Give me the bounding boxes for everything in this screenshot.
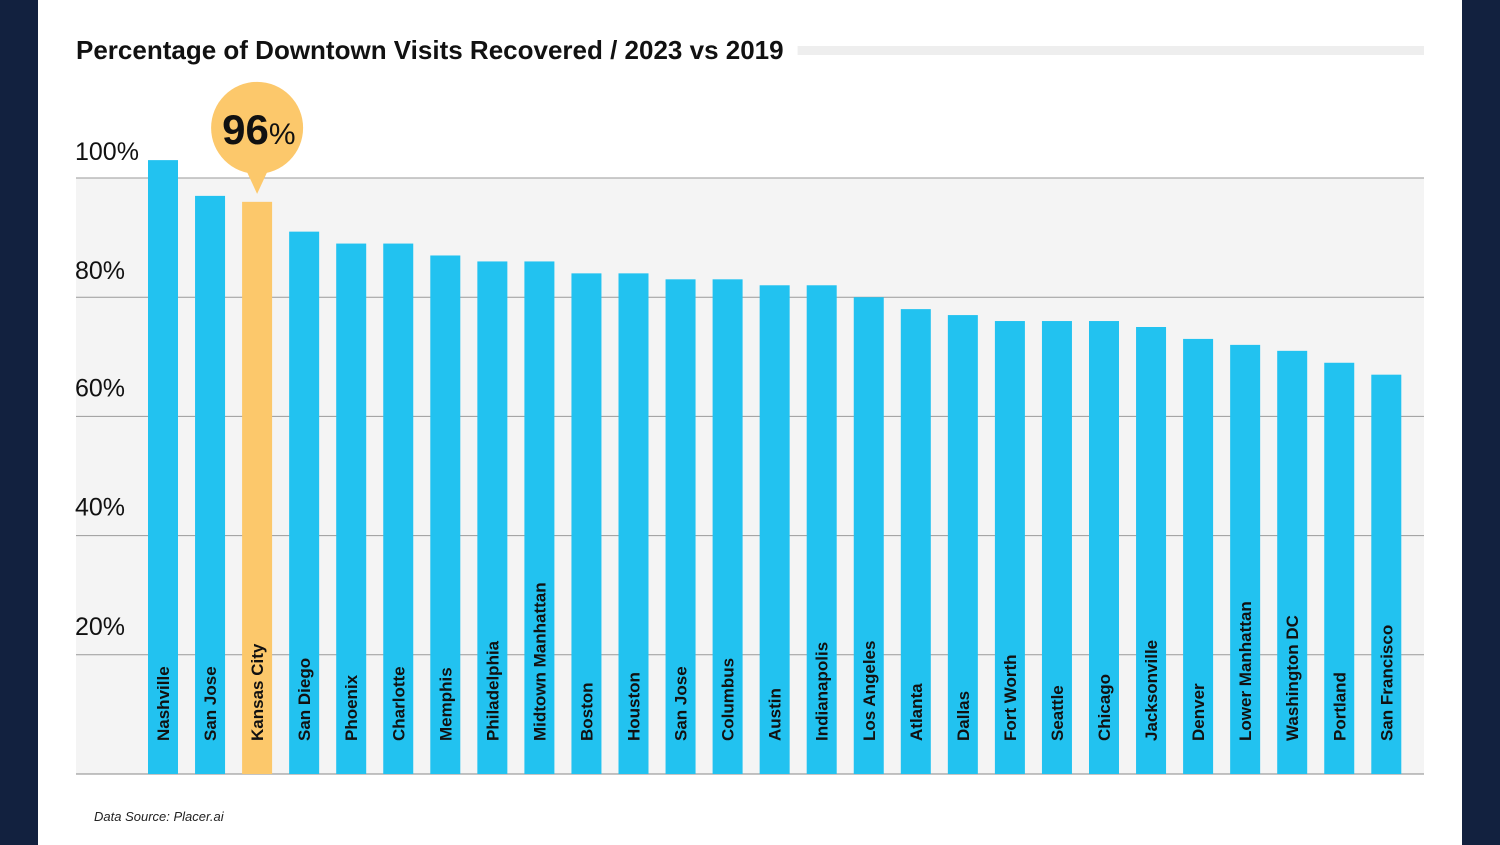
callout-unit: %: [269, 118, 296, 151]
bar: [712, 279, 743, 774]
chart-title: Percentage of Downtown Visits Recovered …: [76, 35, 784, 65]
category-label: San Jose: [201, 666, 220, 741]
category-label: Fort Worth: [1001, 654, 1020, 741]
y-tick-label: 40%: [75, 494, 125, 522]
category-label: Boston: [577, 682, 596, 741]
y-tick-label: 100%: [75, 138, 139, 166]
category-label: Austin: [766, 688, 785, 741]
bar: [853, 297, 884, 774]
category-label: Lower Manhattan: [1236, 601, 1255, 741]
category-label: Houston: [625, 672, 644, 741]
category-label: Dallas: [954, 691, 973, 741]
category-label: Phoenix: [342, 674, 361, 741]
bar: [1371, 374, 1402, 774]
chart-panel: 20% 40% 60% 80% 100% Nashville San Jose Kansas…: [38, 0, 1462, 845]
category-label: Los Angeles: [860, 641, 879, 741]
bar: [1230, 344, 1261, 774]
category-label: Charlotte: [389, 666, 408, 741]
bar: [618, 273, 649, 774]
category-label: Kansas City: [248, 643, 267, 741]
bar: [1041, 321, 1072, 774]
bar: [665, 279, 696, 774]
category-label: Chicago: [1095, 674, 1114, 741]
bar: [1277, 350, 1308, 774]
bar: [1183, 338, 1214, 774]
category-label: Columbus: [719, 658, 738, 741]
plot-background: [76, 178, 1424, 774]
bar: [1136, 327, 1167, 774]
bar: [1324, 362, 1355, 774]
y-tick-label: 20%: [75, 613, 125, 641]
bar: [947, 315, 978, 774]
callout-pointer: [245, 167, 270, 194]
category-label: Portland: [1330, 672, 1349, 741]
callout-bubble: [211, 81, 304, 174]
bar: [759, 285, 790, 774]
category-label: Philadelphia: [483, 640, 502, 741]
title-rule: [797, 46, 1424, 55]
y-tick-label: 60%: [75, 374, 125, 402]
category-label: Jacksonville: [1142, 640, 1161, 741]
category-label: San Jose: [672, 666, 691, 741]
bar: [524, 261, 555, 774]
bar: [1089, 321, 1119, 774]
category-label: Denver: [1189, 683, 1208, 741]
category-label: Seattle: [1048, 685, 1067, 741]
bar: [477, 261, 508, 774]
bar: [148, 160, 178, 774]
category-label: Atlanta: [907, 683, 926, 741]
bar: [571, 273, 602, 774]
callout-value: 96%: [222, 106, 295, 153]
bar: [289, 231, 320, 774]
callout-number: 96: [222, 106, 269, 153]
category-label: Memphis: [436, 667, 455, 741]
bar: [900, 309, 931, 774]
data-source-note: Data Source: Placer.ai: [94, 809, 225, 824]
bar: [336, 243, 367, 774]
y-tick-label: 80%: [75, 257, 125, 285]
category-label: Midtown Manhattan: [530, 582, 549, 741]
category-label: Indianapolis: [813, 642, 832, 741]
category-label: Washington DC: [1283, 615, 1302, 741]
bar: [806, 285, 837, 774]
bar-chart: 20% 40% 60% 80% 100% Nashville San Jose Kansas…: [75, 35, 1424, 824]
category-label: San Francisco: [1377, 625, 1396, 741]
bar: [430, 255, 461, 775]
bar: [195, 195, 226, 774]
category-label: San Diego: [295, 658, 314, 741]
bar: [383, 243, 414, 774]
category-label: Nashville: [154, 666, 173, 741]
bar-highlight: [242, 201, 273, 775]
bar: [994, 321, 1025, 774]
